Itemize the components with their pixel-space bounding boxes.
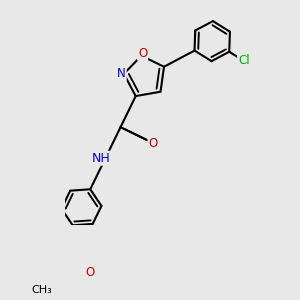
- Text: O: O: [138, 47, 147, 60]
- Text: CH₃: CH₃: [31, 285, 52, 295]
- Text: O: O: [148, 136, 158, 149]
- Text: NH: NH: [92, 152, 110, 165]
- Text: N: N: [117, 68, 126, 80]
- Text: O: O: [85, 266, 95, 279]
- Text: Cl: Cl: [238, 54, 250, 68]
